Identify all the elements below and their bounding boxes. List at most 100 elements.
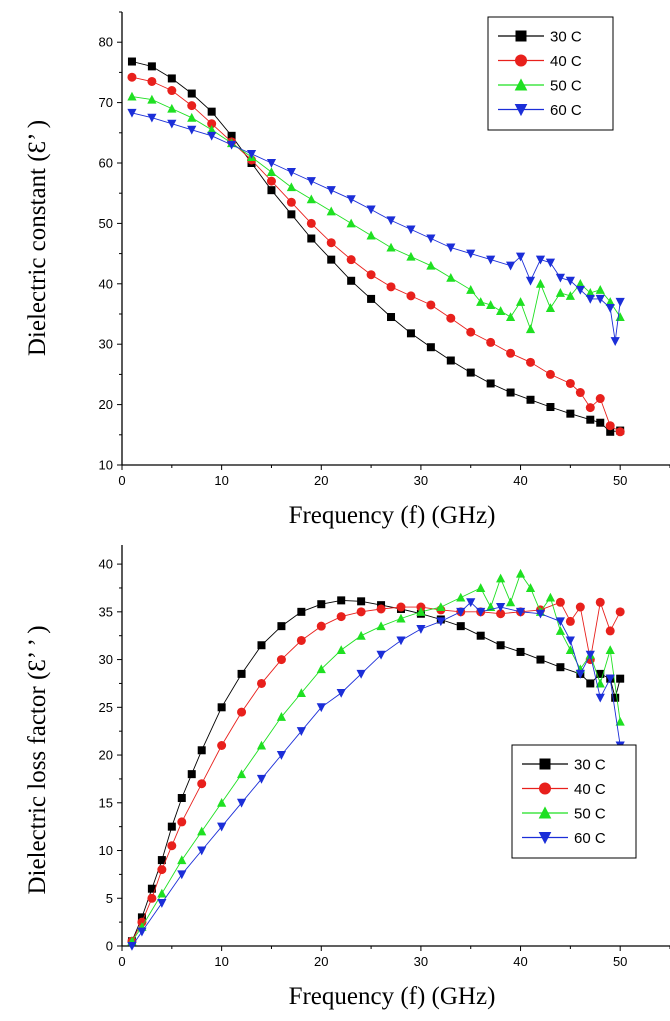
data-point	[366, 270, 376, 280]
x-tick-label: 0	[118, 954, 125, 969]
data-point	[595, 597, 605, 607]
data-point	[147, 893, 157, 903]
data-point	[555, 597, 565, 607]
data-point	[595, 294, 605, 304]
data-point	[615, 312, 625, 322]
x-axis-title: Frequency (f) (GHz)	[289, 983, 496, 1010]
data-point	[287, 210, 296, 219]
legend-label: 60 C	[550, 102, 582, 119]
data-point	[127, 91, 137, 101]
series-60c	[127, 598, 625, 951]
data-point	[486, 300, 496, 309]
data-point	[177, 817, 187, 827]
data-point	[326, 206, 336, 216]
data-point	[177, 870, 187, 880]
data-point	[197, 846, 207, 856]
data-point	[177, 855, 187, 865]
data-point	[476, 607, 486, 617]
data-point	[585, 403, 595, 413]
y-tick-label: 10	[99, 843, 113, 858]
data-point	[515, 607, 526, 617]
legend-marker	[539, 782, 551, 795]
data-point	[246, 149, 257, 159]
data-point	[565, 636, 575, 646]
y-axis-title: Dielectric loss factor (Ɛ’ ’ )	[24, 625, 51, 894]
data-point	[546, 403, 555, 412]
data-point	[446, 356, 455, 365]
data-point	[536, 655, 545, 664]
data-point	[386, 282, 396, 292]
data-point	[217, 797, 227, 807]
y-tick-label: 0	[106, 939, 113, 954]
data-point	[306, 218, 316, 228]
data-point	[137, 913, 146, 922]
data-point	[496, 306, 506, 315]
data-point	[137, 927, 147, 937]
data-point	[555, 626, 565, 635]
data-point	[416, 625, 426, 634]
data-point	[486, 337, 496, 347]
data-point	[446, 272, 456, 282]
data-point	[615, 297, 625, 307]
y-tick-label: 80	[99, 35, 113, 50]
legend-label: 60 C	[574, 830, 606, 847]
data-point	[476, 583, 486, 592]
data-point	[526, 395, 535, 404]
legend-label: 40 C	[550, 53, 582, 70]
data-point	[237, 669, 246, 678]
data-point	[535, 255, 546, 265]
data-point	[555, 288, 565, 297]
data-point	[286, 168, 296, 177]
data-point	[257, 641, 266, 650]
y-tick-label: 50	[99, 216, 113, 231]
x-tick-label: 50	[613, 473, 627, 488]
data-point	[356, 607, 366, 617]
y-tick-label: 35	[99, 604, 113, 619]
legend-marker	[515, 54, 527, 67]
data-point	[456, 607, 466, 617]
data-point	[575, 388, 585, 398]
data-point	[466, 249, 476, 259]
data-point	[227, 140, 237, 150]
data-point	[496, 641, 505, 650]
y-tick-label: 5	[106, 891, 113, 906]
data-point	[466, 368, 475, 377]
data-point	[585, 650, 595, 660]
x-tick-label: 30	[414, 473, 428, 488]
data-point	[496, 573, 506, 583]
data-point	[466, 327, 476, 337]
data-point	[376, 650, 386, 660]
data-point	[426, 343, 435, 352]
data-point	[535, 279, 546, 288]
data-point	[256, 774, 267, 784]
data-point	[386, 216, 396, 226]
data-point	[187, 125, 197, 135]
data-point	[306, 194, 316, 204]
series-line	[131, 601, 621, 947]
legend: 30 C 40 C 50 C 60 C	[487, 16, 614, 131]
x-tick-label: 0	[118, 473, 125, 488]
x-tick-label: 20	[314, 473, 328, 488]
x-tick-label: 40	[513, 954, 527, 969]
legend-label: 30 C	[550, 29, 582, 46]
data-point	[436, 602, 446, 612]
data-point	[506, 348, 516, 358]
data-point	[516, 647, 525, 656]
y-tick-label: 15	[99, 795, 113, 810]
data-point	[357, 597, 366, 606]
y-tick-label: 40	[99, 557, 113, 572]
data-point	[147, 62, 156, 71]
data-point	[356, 630, 366, 640]
y-tick-label: 25	[99, 700, 113, 715]
data-point	[197, 779, 207, 789]
data-point	[545, 258, 556, 268]
data-point	[167, 74, 176, 83]
chart-bottom: 0 5 10 15 20 25 30 35 40 0 10 20 30 40 50 Dielectric lo…	[24, 545, 670, 1010]
data-point	[236, 769, 247, 779]
x-tick-label: 30	[414, 954, 428, 969]
data-point	[616, 674, 625, 683]
data-point	[367, 294, 376, 303]
data-point	[396, 613, 406, 623]
series-line	[131, 112, 621, 342]
